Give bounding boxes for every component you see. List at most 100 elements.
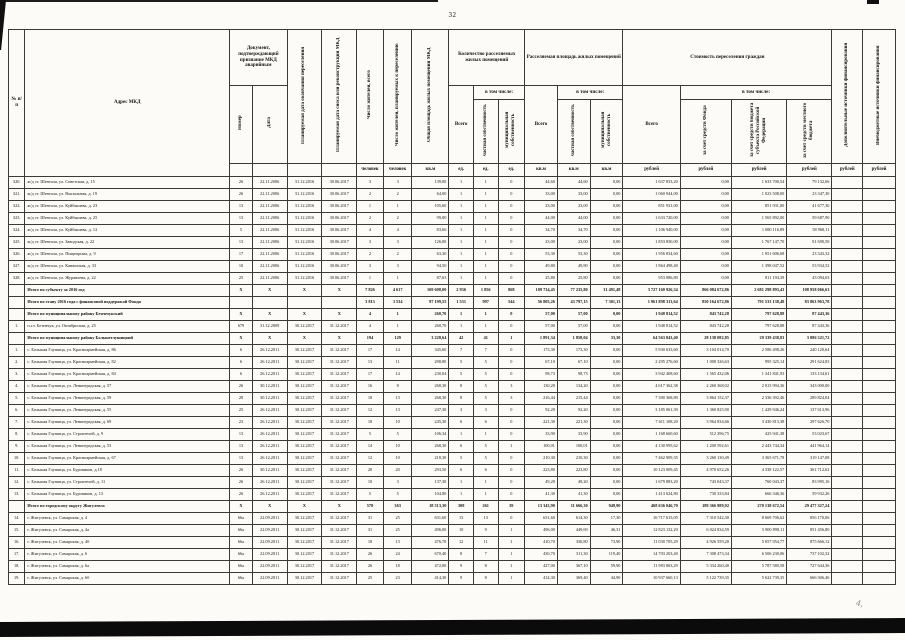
data-cell: 41 — [472, 332, 499, 345]
data-cell: 0 — [497, 404, 526, 417]
address-cell: с. Большая Глушица, ул. Красноармейская,… — [24, 356, 231, 369]
data-cell: 851 931,00 — [622, 200, 681, 213]
data-cell: 0 — [497, 200, 526, 213]
data-cell: 0,00 — [589, 188, 624, 201]
data-cell: 1 — [497, 572, 526, 585]
data-cell: 5 — [472, 452, 499, 465]
data-cell: 83,66 — [411, 224, 450, 237]
data-cell: 4 617 — [382, 284, 413, 297]
data-cell: 2 — [382, 188, 413, 201]
data-cell: 100,01 — [524, 440, 558, 453]
data-cell: 3 — [382, 176, 413, 189]
data-cell: 1 891,34 — [524, 332, 558, 345]
data-cell: 44,00 — [556, 212, 591, 225]
data-cell: 3 964 834,66 — [679, 416, 732, 429]
data-cell: 31 — [356, 524, 384, 537]
address-cell: ж/д ст. Шентала, ул. Куйбышева, д. 12 — [24, 224, 231, 237]
data-cell: 30.12.2017 — [286, 392, 323, 405]
table-row: 16. г. Жигулевск, ул. Самарская, д. 4б 66а… — [7, 536, 896, 549]
data-cell: 1 961 898 313,64 — [622, 296, 681, 309]
address-cell: г. Жигулевск, ул. Самарская, д. 6а — [24, 560, 231, 573]
data-cell — [862, 440, 896, 453]
data-cell: X — [229, 500, 253, 513]
data-cell: 26.12.2011 — [251, 488, 288, 501]
data-cell: 0,00 — [589, 440, 624, 453]
data-cell: 14 — [382, 368, 413, 381]
data-cell: 0,00 — [679, 200, 732, 213]
data-cell: 17 — [356, 344, 384, 357]
data-cell: 41,30 — [524, 488, 558, 501]
data-cell: 0 — [497, 188, 526, 201]
data-cell: 12 — [356, 404, 384, 417]
data-cell: 7 390 368,80 — [622, 392, 681, 405]
data-cell — [831, 428, 864, 441]
data-cell: 5 900 898,11 — [730, 524, 788, 537]
data-cell: 6 024 834,59 — [679, 524, 732, 537]
data-cell: 843 742,28 — [679, 308, 732, 321]
data-cell: 730 333,84 — [679, 488, 732, 501]
table-row: 1. п.г.т. Безенчук, ул. Октябрьская, д. 2… — [7, 320, 896, 333]
table-wrapper: № п/п Адрес МКД Документ, подтверждающий… — [7, 29, 896, 585]
data-cell — [831, 176, 864, 189]
data-cell: 14 — [356, 440, 384, 453]
table-row: 3. с. Большая Глушица, ул. Красноармейска… — [7, 368, 896, 381]
data-cell: 33,00 — [524, 188, 558, 201]
data-cell: 449,69 — [556, 524, 591, 537]
data-cell: 22.11.2006 — [251, 236, 288, 249]
data-cell: 20 — [356, 464, 384, 477]
row-number: 14. — [7, 512, 26, 525]
data-cell: 31.12.2017 — [321, 392, 358, 405]
data-cell: 104,80 — [411, 488, 450, 501]
data-cell: 215,44 — [556, 392, 591, 405]
data-cell: 1 — [472, 236, 499, 249]
data-cell: 512 396,75 — [679, 428, 732, 441]
data-cell: 631,60 — [411, 512, 450, 525]
data-cell: 23 — [382, 572, 413, 585]
table-row: 12. с. Большая Глушица, ул. Строителей, д… — [7, 476, 896, 489]
data-cell: 137 613,96 — [786, 404, 833, 417]
scan-edge-left — [0, 0, 6, 50]
data-cell: 3 185 061,39 — [622, 404, 681, 417]
data-cell: 34,70 — [524, 224, 558, 237]
row-number: 12. — [7, 476, 26, 489]
data-cell: 1 — [472, 476, 499, 489]
data-cell: 2 — [356, 212, 384, 225]
data-cell: X — [321, 308, 358, 321]
data-cell: 0 — [497, 368, 526, 381]
data-cell — [831, 236, 864, 249]
data-cell: X — [251, 284, 288, 297]
col-header-area-mkd: Общая площадь жилых помещений МКД — [411, 29, 450, 164]
data-cell: 953 086,80 — [622, 272, 681, 285]
data-cell: 1 — [448, 476, 474, 489]
data-cell: 30.12.2017 — [286, 536, 323, 549]
unit-cell: кв.м — [524, 163, 558, 177]
data-cell: 1 429 946,24 — [730, 404, 788, 417]
data-cell: 10 — [382, 416, 413, 429]
col-header-cost-incl: в том числе: — [679, 85, 833, 100]
data-cell — [862, 512, 896, 525]
data-cell: 49,20 — [556, 476, 591, 489]
data-cell: 0,00 — [589, 200, 624, 213]
address-cell: с. Большая Глушица, ул. Красноармейская,… — [24, 344, 231, 357]
data-cell: 1 — [448, 320, 474, 333]
data-cell: 210,30 — [524, 452, 558, 465]
data-cell: 31.12.2017 — [321, 524, 358, 537]
data-cell: 240 120,64 — [786, 344, 833, 357]
address-cell: г. Жигулевск, ул. Самарская, д. 4 — [24, 512, 231, 525]
table-body: 320. ж/д ст. Шентала, ул. Советская, д. 1… — [7, 176, 896, 585]
data-cell: 0,00 — [589, 308, 624, 321]
data-cell: 23 347,30 — [786, 188, 833, 201]
data-cell: 66а — [229, 548, 253, 561]
data-cell: 578 — [356, 500, 384, 513]
data-cell: 173,30 — [524, 344, 558, 357]
data-cell: 0,00 — [589, 428, 624, 441]
row-number — [7, 500, 26, 513]
data-cell: 4 617 362,38 — [622, 380, 681, 393]
data-cell: X — [286, 308, 323, 321]
col-header-areas-private: частная собственность — [556, 99, 591, 164]
data-cell: 23,00 — [556, 200, 591, 213]
data-cell — [862, 260, 896, 273]
data-cell: 4 — [356, 308, 384, 321]
address-cell: Итого по субъекту за 2016 год — [24, 284, 231, 297]
data-cell: 92,20 — [524, 404, 558, 417]
